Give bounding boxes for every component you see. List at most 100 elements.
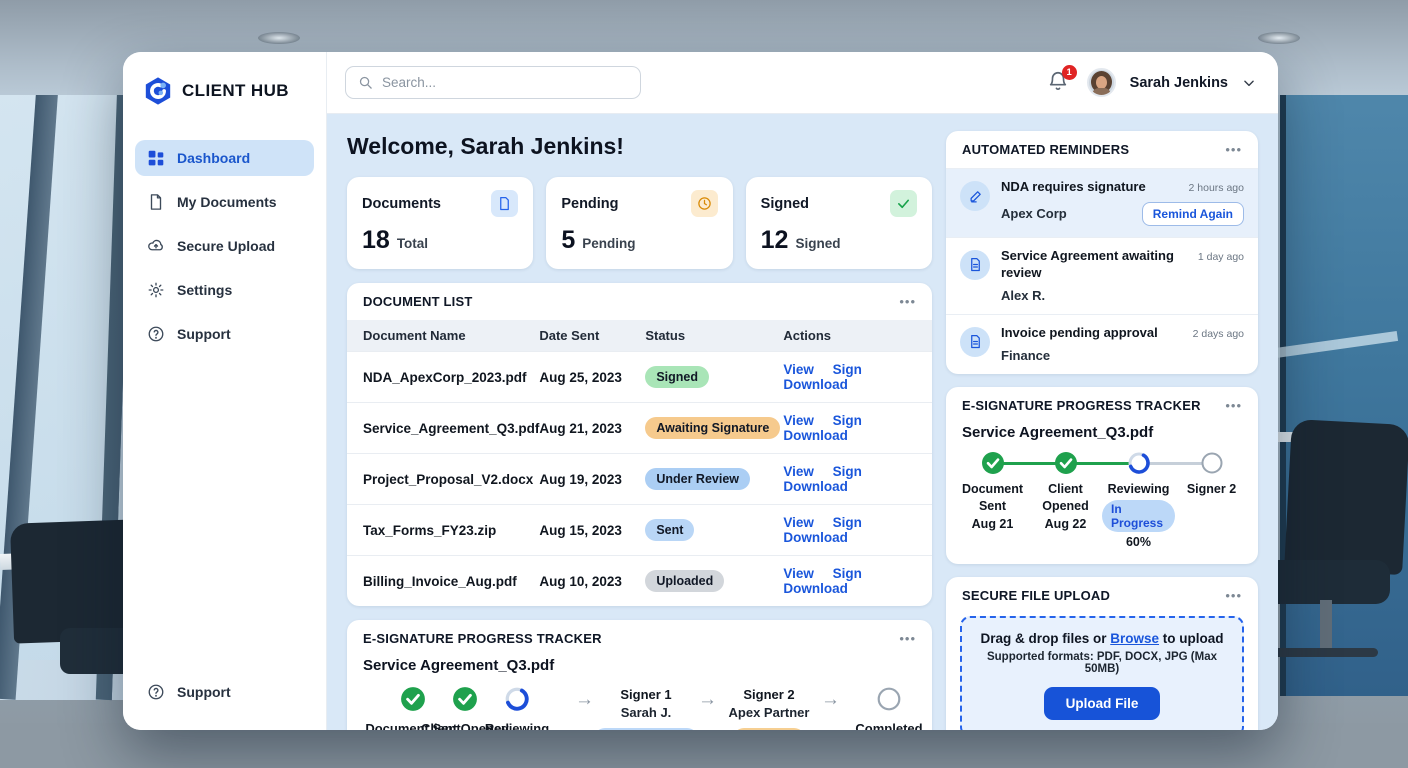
bell-icon bbox=[1049, 71, 1066, 90]
stat-unit: Signed bbox=[795, 236, 841, 251]
sign-link[interactable]: Sign bbox=[832, 362, 862, 377]
sidebar-item-label: Settings bbox=[177, 282, 233, 298]
status-badge: Uploaded bbox=[645, 570, 725, 592]
tracker-title: E-SIGNATURE PROGRESS TRACKER bbox=[363, 631, 602, 646]
sidebar-item-secure-upload[interactable]: Secure Upload bbox=[135, 228, 314, 264]
check-icon bbox=[889, 190, 917, 217]
ellipsis-menu-icon[interactable]: ••• bbox=[1225, 397, 1242, 413]
sign-link[interactable]: Sign bbox=[832, 464, 862, 479]
file-dropzone[interactable]: Drag & drop files or Browse to upload Su… bbox=[960, 615, 1244, 730]
stat-cards: Documents 18 Total Pending bbox=[347, 177, 932, 269]
sidebar-item-my-documents[interactable]: My Documents bbox=[135, 184, 314, 220]
search-box[interactable] bbox=[345, 66, 641, 99]
reminder-subtitle: Finance bbox=[1001, 347, 1051, 363]
left-column: Welcome, Sarah Jenkins! Documents 18 Tot… bbox=[347, 131, 932, 730]
view-link[interactable]: View bbox=[783, 515, 814, 530]
document-icon bbox=[960, 249, 990, 280]
progress-connector bbox=[985, 461, 1063, 465]
notifications-button[interactable]: 1 bbox=[1047, 64, 1077, 96]
view-link[interactable]: View bbox=[783, 413, 814, 428]
reminder-item: NDA requires signature 2 hours ago Apex … bbox=[946, 168, 1258, 237]
gear-icon bbox=[148, 282, 164, 298]
question-circle-icon bbox=[148, 684, 164, 700]
step-date: Aug 21 bbox=[971, 516, 1014, 531]
browse-link[interactable]: Browse bbox=[1110, 630, 1160, 646]
search-input[interactable] bbox=[382, 75, 628, 90]
topbar-right: 1 Sarah Jenkins bbox=[1047, 64, 1256, 97]
reminder-title: NDA requires signature bbox=[1001, 179, 1146, 194]
step-progress-ring-icon bbox=[505, 687, 529, 711]
download-link[interactable]: Download bbox=[783, 428, 848, 443]
remind-again-button[interactable]: Remind Again bbox=[1141, 201, 1244, 226]
search-icon bbox=[359, 76, 372, 89]
step-complete-icon bbox=[401, 687, 425, 711]
progress-connector bbox=[1063, 461, 1141, 465]
ceiling-light bbox=[1258, 32, 1300, 44]
sidebar-bottom: Support bbox=[123, 674, 326, 710]
table-row: Project_Proposal_V2.docx Aug 19, 2023 Un… bbox=[347, 453, 932, 505]
ellipsis-menu-icon[interactable]: ••• bbox=[899, 631, 916, 646]
upload-file-button[interactable]: Upload File bbox=[1043, 686, 1161, 720]
ceiling-light bbox=[258, 32, 300, 44]
office-chair bbox=[1258, 648, 1378, 657]
download-link[interactable]: Download bbox=[783, 530, 848, 545]
signer-name: Apex Partner bbox=[728, 704, 810, 720]
download-link[interactable]: Download bbox=[783, 377, 848, 392]
ellipsis-menu-icon[interactable]: ••• bbox=[1225, 142, 1242, 157]
document-icon bbox=[491, 190, 519, 217]
step-label: Completed bbox=[855, 721, 923, 730]
ellipsis-menu-icon[interactable]: ••• bbox=[1225, 587, 1242, 603]
chevron-down-icon[interactable] bbox=[1242, 76, 1256, 90]
step-label: Reviewing bbox=[1107, 481, 1170, 496]
download-link[interactable]: Download bbox=[783, 479, 848, 494]
sign-link[interactable]: Sign bbox=[832, 515, 862, 530]
secure-file-upload-card: SECURE FILE UPLOAD ••• Drag & drop files… bbox=[946, 576, 1258, 730]
progress-connector bbox=[1141, 461, 1219, 465]
document-icon bbox=[960, 326, 990, 357]
document-icon bbox=[150, 194, 162, 210]
document-name: Project_Proposal_V2.docx bbox=[347, 453, 540, 505]
sidebar-item-label: Support bbox=[177, 684, 231, 700]
view-link[interactable]: View bbox=[783, 566, 814, 581]
notification-count-badge: 1 bbox=[1061, 64, 1077, 80]
background-right-glass-wall bbox=[1280, 88, 1408, 696]
table-row: NDA_ApexCorp_2023.pdf Aug 25, 2023 Signe… bbox=[347, 351, 932, 403]
step-progress-ring-icon bbox=[1127, 451, 1150, 474]
reminder-item: Service Agreement awaiting review 1 day … bbox=[946, 236, 1258, 314]
stat-unit: Pending bbox=[582, 236, 636, 251]
sign-link[interactable]: Sign bbox=[832, 566, 862, 581]
sidebar-item-support[interactable]: Support bbox=[135, 316, 314, 352]
view-link[interactable]: View bbox=[783, 362, 814, 377]
document-name: Tax_Forms_FY23.zip bbox=[347, 504, 540, 556]
sidebar-item-settings[interactable]: Settings bbox=[135, 272, 314, 308]
tracker-signer-1: Signer 1 Sarah J. Awaiting Sign bbox=[593, 686, 699, 730]
dropzone-instruction: Drag & drop files or Browse to upload bbox=[972, 631, 1232, 646]
step-pending-circle-icon bbox=[877, 687, 901, 711]
step-label: Signer 2 bbox=[1186, 481, 1237, 496]
step-complete-icon bbox=[1054, 451, 1077, 474]
date-sent: Aug 15, 2023 bbox=[539, 504, 646, 556]
tracker-step-reviewing: Reviewing In Progress, 60% bbox=[465, 686, 569, 730]
download-link[interactable]: Download bbox=[783, 581, 848, 596]
date-sent: Aug 25, 2023 bbox=[539, 351, 646, 403]
tracker-step-completed: Completed bbox=[846, 686, 932, 730]
step-percent: 60% bbox=[1125, 535, 1152, 550]
user-avatar[interactable] bbox=[1086, 68, 1116, 97]
sidebar-nav: Dashboard My Documents Secure Upload bbox=[123, 140, 326, 352]
sidebar-item-dashboard[interactable]: Dashboard bbox=[135, 140, 314, 176]
sign-link[interactable]: Sign bbox=[832, 413, 862, 428]
stat-card-documents: Documents 18 Total bbox=[347, 177, 534, 269]
table-row: Service_Agreement_Q3.pdf Aug 21, 2023 Aw… bbox=[347, 402, 932, 454]
dashboard-grid-icon bbox=[148, 150, 164, 166]
esignature-tracker-card: E-SIGNATURE PROGRESS TRACKER ••• Service… bbox=[347, 620, 932, 730]
stat-value: 5 bbox=[561, 226, 576, 254]
ellipsis-menu-icon[interactable]: ••• bbox=[899, 294, 916, 309]
dashboard-content: Welcome, Sarah Jenkins! Documents 18 Tot… bbox=[327, 114, 1278, 730]
view-link[interactable]: View bbox=[783, 464, 814, 479]
date-sent: Aug 19, 2023 bbox=[539, 453, 646, 505]
arrow-right-icon: → bbox=[698, 689, 717, 710]
sidebar-item-support-bottom[interactable]: Support bbox=[135, 674, 314, 710]
dropzone-text: Drag & drop files or bbox=[980, 630, 1111, 646]
step-complete-icon bbox=[981, 451, 1004, 474]
stat-label: Pending bbox=[561, 195, 619, 212]
